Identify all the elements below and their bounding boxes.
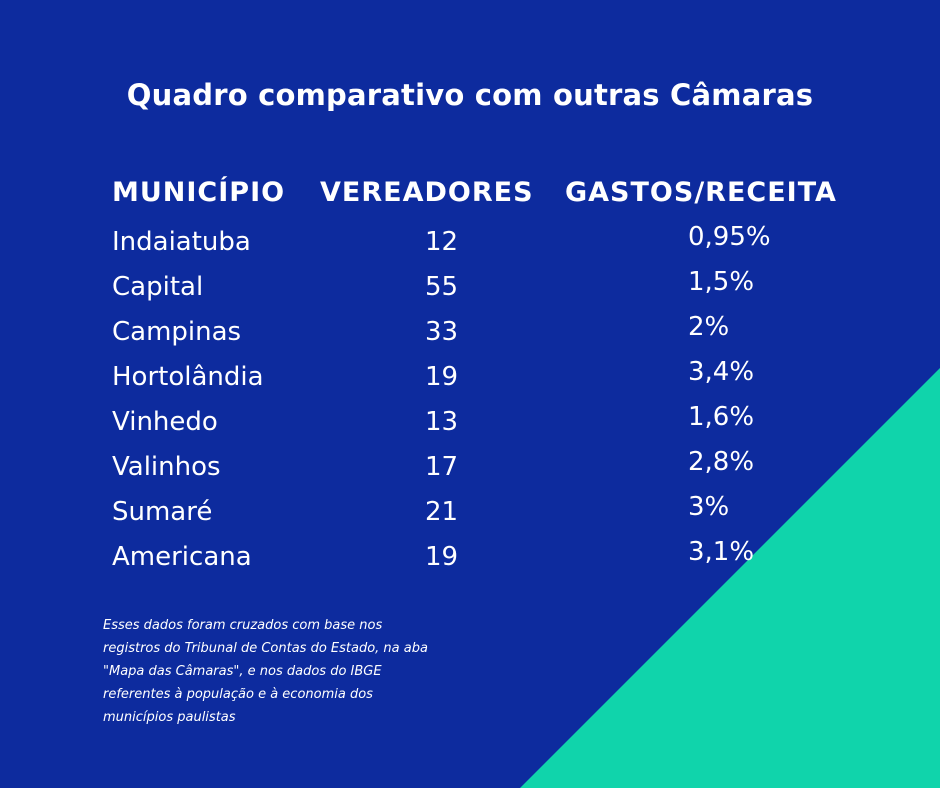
cell-municipio: Sumaré — [112, 497, 213, 527]
cell-gastos-receita: 0,95% — [688, 222, 771, 252]
cell-vereadores: 55 — [425, 272, 459, 302]
cell-gastos-receita: 3,4% — [688, 357, 755, 387]
source-footnote: Esses dados foram cruzados com base nos … — [103, 614, 523, 729]
cell-gastos-receita: 2,8% — [688, 447, 755, 477]
cell-gastos-receita: 1,6% — [688, 402, 755, 432]
cell-gastos-receita: 3% — [688, 492, 730, 522]
cell-gastos-receita: 1,5% — [688, 267, 755, 297]
column-header-vereadores: VEREADORES — [320, 177, 534, 208]
footnote-line: municípios paulistas — [103, 710, 236, 725]
cell-gastos-receita: 2% — [688, 312, 730, 342]
footnote-line: referentes à população e à economia dos — [103, 687, 373, 702]
accent-triangle — [520, 368, 940, 788]
cell-vereadores: 21 — [425, 497, 459, 527]
cell-municipio: Capital — [112, 272, 204, 302]
cell-vereadores: 12 — [425, 227, 459, 257]
cell-vereadores: 33 — [425, 317, 459, 347]
footnote-line: "Mapa das Câmaras", e nos dados do IBGE — [103, 664, 382, 679]
cell-municipio: Valinhos — [112, 452, 221, 482]
cell-vereadores: 19 — [425, 542, 459, 572]
cell-vereadores: 17 — [425, 452, 459, 482]
cell-municipio: Campinas — [112, 317, 242, 347]
cell-municipio: Indaiatuba — [112, 227, 251, 257]
cell-vereadores: 13 — [425, 407, 459, 437]
page-title: Quadro comparativo com outras Câmaras — [126, 78, 814, 112]
column-header-municipio: MUNICÍPIO — [112, 177, 286, 208]
cell-municipio: Americana — [112, 542, 252, 572]
cell-gastos-receita: 3,1% — [688, 537, 755, 567]
cell-vereadores: 19 — [425, 362, 459, 392]
cell-municipio: Hortolândia — [112, 362, 264, 392]
footnote-line: registros do Tribunal de Contas do Estad… — [103, 641, 428, 656]
column-header-gastos-receita: GASTOS/RECEITA — [565, 177, 837, 208]
cell-municipio: Vinhedo — [112, 407, 218, 437]
footnote-line: Esses dados foram cruzados com base nos — [103, 618, 383, 633]
